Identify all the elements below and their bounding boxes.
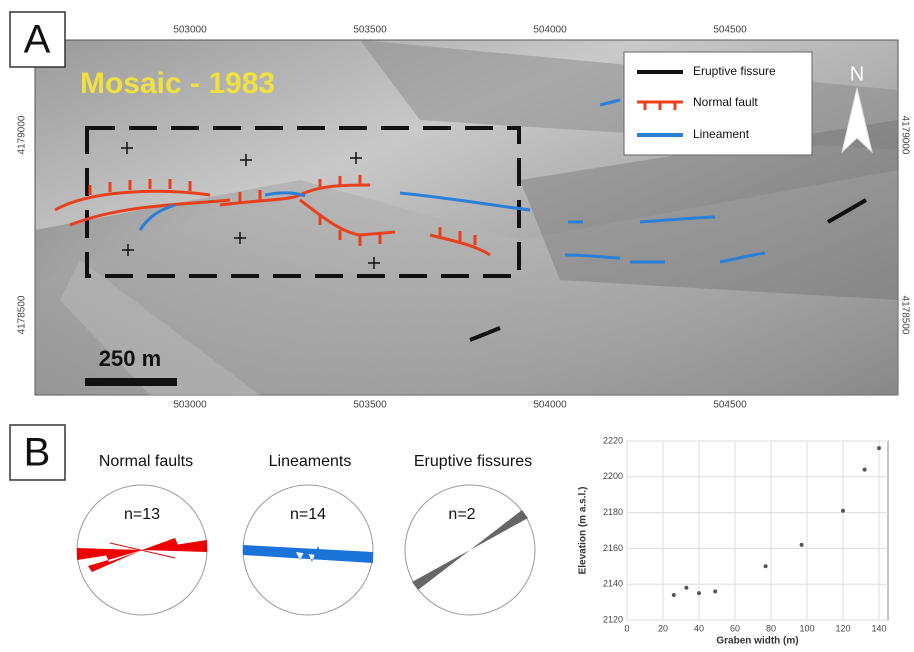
rose-count: n=2 bbox=[448, 506, 475, 523]
map-panel: A Mosaic - 1983 Eruptive fissure Normal … bbox=[10, 12, 898, 395]
scatter-chart: 0 20 40 60 80 100 120 140 2120 2140 2160 2180 2200 22… bbox=[578, 435, 888, 646]
rose-count: n=14 bbox=[290, 506, 326, 523]
point bbox=[877, 446, 881, 450]
x-tick-label: 40 bbox=[694, 623, 704, 633]
scale-label: 250 m bbox=[99, 346, 161, 371]
y-tick-label: 2200 bbox=[603, 471, 623, 481]
rose-title: Normal faults bbox=[99, 453, 193, 470]
y-tick-label: 2180 bbox=[603, 507, 623, 517]
rose-title: Eruptive fissures bbox=[414, 453, 532, 470]
map-x-label: 503000 bbox=[173, 400, 207, 411]
x-tick-label: 0 bbox=[624, 623, 629, 633]
map-x-label: 504000 bbox=[533, 25, 567, 36]
x-tick-label: 120 bbox=[835, 623, 850, 633]
panel-label: A bbox=[24, 18, 51, 62]
map-x-label: 504500 bbox=[713, 25, 747, 36]
map-y-label: 4178500 bbox=[899, 296, 910, 335]
point bbox=[697, 591, 701, 595]
plot-area bbox=[627, 441, 888, 620]
legend-label: Lineament bbox=[693, 127, 750, 141]
rose-panel: B Normal faults n=13 Lineaments n=14 Eru… bbox=[10, 425, 535, 615]
rose-count: n=13 bbox=[124, 506, 160, 523]
point bbox=[800, 543, 804, 547]
point bbox=[841, 509, 845, 513]
y-tick-label: 2220 bbox=[603, 435, 623, 445]
map-x-label: 504000 bbox=[533, 400, 567, 411]
y-tick-label: 2120 bbox=[603, 614, 623, 624]
panel-label: B bbox=[24, 431, 51, 475]
x-tick-label: 140 bbox=[871, 623, 886, 633]
map-title: Mosaic - 1983 bbox=[80, 67, 275, 100]
legend-swatch bbox=[637, 102, 683, 110]
legend-label: Eruptive fissure bbox=[693, 64, 776, 78]
y-axis-label: Elevation (m a.s.l.) bbox=[578, 487, 589, 575]
figure: A Mosaic - 1983 Eruptive fissure Normal … bbox=[0, 0, 914, 647]
x-tick-label: 80 bbox=[766, 623, 776, 633]
point bbox=[863, 468, 867, 472]
point bbox=[672, 593, 676, 597]
y-tick-label: 2160 bbox=[603, 543, 623, 553]
x-tick-label: 100 bbox=[799, 623, 814, 633]
legend-label: Normal fault bbox=[693, 95, 758, 109]
rose-title: Lineaments bbox=[269, 453, 352, 470]
map-x-label: 503000 bbox=[173, 25, 207, 36]
x-tick-label: 60 bbox=[730, 623, 740, 633]
map-x-label: 503500 bbox=[353, 400, 387, 411]
map-y-label: 4179000 bbox=[17, 115, 28, 154]
point bbox=[764, 564, 768, 568]
point bbox=[684, 586, 688, 590]
map-x-label: 504500 bbox=[713, 400, 747, 411]
y-tick-label: 2140 bbox=[603, 579, 623, 589]
north-label: N bbox=[850, 63, 864, 85]
point bbox=[713, 589, 717, 593]
map-x-label: 503500 bbox=[353, 25, 387, 36]
map-y-label: 4179000 bbox=[899, 116, 910, 155]
rose-circle bbox=[405, 485, 535, 615]
x-tick-label: 20 bbox=[658, 623, 668, 633]
x-axis-label: Graben width (m) bbox=[716, 636, 798, 647]
scale-bar bbox=[85, 378, 177, 386]
map-y-label: 4178500 bbox=[17, 295, 28, 334]
